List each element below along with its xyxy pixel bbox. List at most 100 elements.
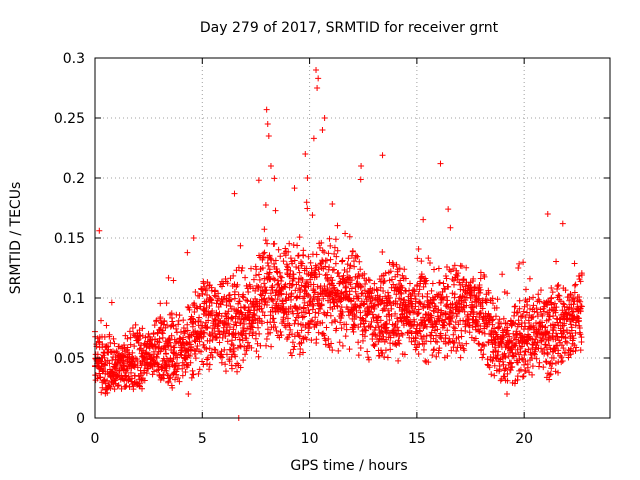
- data-point: [295, 313, 302, 320]
- data-point: [180, 325, 187, 332]
- data-point: [222, 368, 229, 375]
- data-point: [397, 289, 404, 296]
- data-point: [550, 304, 557, 311]
- data-point: [450, 324, 457, 331]
- data-point: [309, 212, 316, 219]
- data-point: [325, 250, 332, 257]
- data-point: [279, 320, 286, 327]
- data-point: [206, 338, 213, 345]
- data-point: [175, 362, 182, 369]
- data-point: [559, 315, 566, 322]
- data-point: [420, 325, 427, 332]
- data-point: [450, 310, 457, 317]
- y-tick-label: 0.2: [63, 171, 85, 187]
- data-point: [392, 310, 399, 317]
- data-point: [378, 349, 385, 356]
- data-point: [126, 361, 133, 368]
- data-point: [121, 345, 128, 352]
- data-point: [326, 281, 333, 288]
- data-point: [341, 267, 348, 274]
- data-point: [564, 304, 571, 311]
- data-point: [131, 362, 138, 369]
- data-point: [158, 363, 165, 370]
- data-point: [398, 317, 405, 324]
- data-point: [423, 323, 430, 330]
- data-point: [533, 355, 540, 362]
- data-point: [355, 352, 362, 359]
- data-point: [534, 309, 541, 316]
- data-point: [325, 336, 332, 343]
- data-point: [391, 340, 398, 347]
- data-point: [566, 297, 573, 304]
- data-point: [425, 359, 432, 366]
- data-point: [265, 133, 272, 139]
- data-point: [511, 303, 518, 310]
- data-point: [281, 283, 288, 290]
- data-point: [141, 340, 148, 347]
- data-point: [350, 306, 357, 313]
- data-point: [559, 358, 566, 365]
- data-point: [535, 326, 542, 333]
- data-point: [478, 309, 485, 316]
- data-point: [266, 270, 273, 277]
- data-point: [570, 295, 577, 302]
- data-point: [408, 300, 415, 307]
- data-point: [502, 354, 509, 361]
- data-point: [149, 371, 156, 378]
- data-point: [435, 291, 442, 298]
- data-point: [176, 335, 183, 342]
- data-point: [160, 355, 167, 362]
- data-point: [342, 333, 349, 340]
- data-point: [101, 376, 108, 383]
- data-point: [577, 347, 584, 354]
- data-point: [300, 304, 307, 311]
- data-point: [442, 272, 449, 279]
- data-point: [124, 356, 131, 363]
- data-point: [337, 308, 344, 315]
- data-point: [314, 318, 321, 325]
- data-point: [306, 320, 313, 327]
- data-point: [195, 322, 202, 329]
- data-point: [572, 347, 579, 354]
- data-point: [96, 334, 103, 341]
- plot-frame: [94, 57, 611, 419]
- data-point: [194, 343, 201, 350]
- data-point: [303, 336, 310, 343]
- data-point: [274, 296, 281, 303]
- data-point: [470, 275, 477, 282]
- data-point: [417, 332, 424, 339]
- data-point: [557, 319, 564, 326]
- data-point: [198, 325, 205, 332]
- data-point: [501, 373, 508, 380]
- data-point: [154, 367, 161, 374]
- data-point: [394, 300, 401, 307]
- data-point: [371, 280, 378, 287]
- data-point: [209, 312, 216, 319]
- data-point: [550, 354, 557, 361]
- data-point: [98, 389, 105, 396]
- data-point: [100, 365, 107, 372]
- data-point: [269, 304, 276, 311]
- data-point: [516, 260, 523, 267]
- data-point: [466, 329, 473, 336]
- data-point: [481, 320, 488, 327]
- data-point: [176, 378, 183, 385]
- data-point: [225, 308, 232, 315]
- data-point: [255, 271, 262, 278]
- data-point: [507, 367, 514, 374]
- data-point: [253, 298, 260, 305]
- grid-layer: [95, 58, 610, 418]
- data-point: [134, 330, 141, 337]
- data-point: [111, 377, 118, 384]
- data-point: [220, 324, 227, 331]
- data-point: [264, 240, 271, 247]
- data-point: [256, 330, 263, 337]
- data-point: [92, 351, 99, 358]
- data-point: [209, 354, 216, 361]
- data-point: [444, 297, 451, 304]
- data-point: [528, 314, 535, 321]
- data-point: [277, 328, 284, 335]
- data-point: [421, 318, 428, 325]
- data-point: [328, 319, 335, 326]
- data-point: [308, 337, 315, 344]
